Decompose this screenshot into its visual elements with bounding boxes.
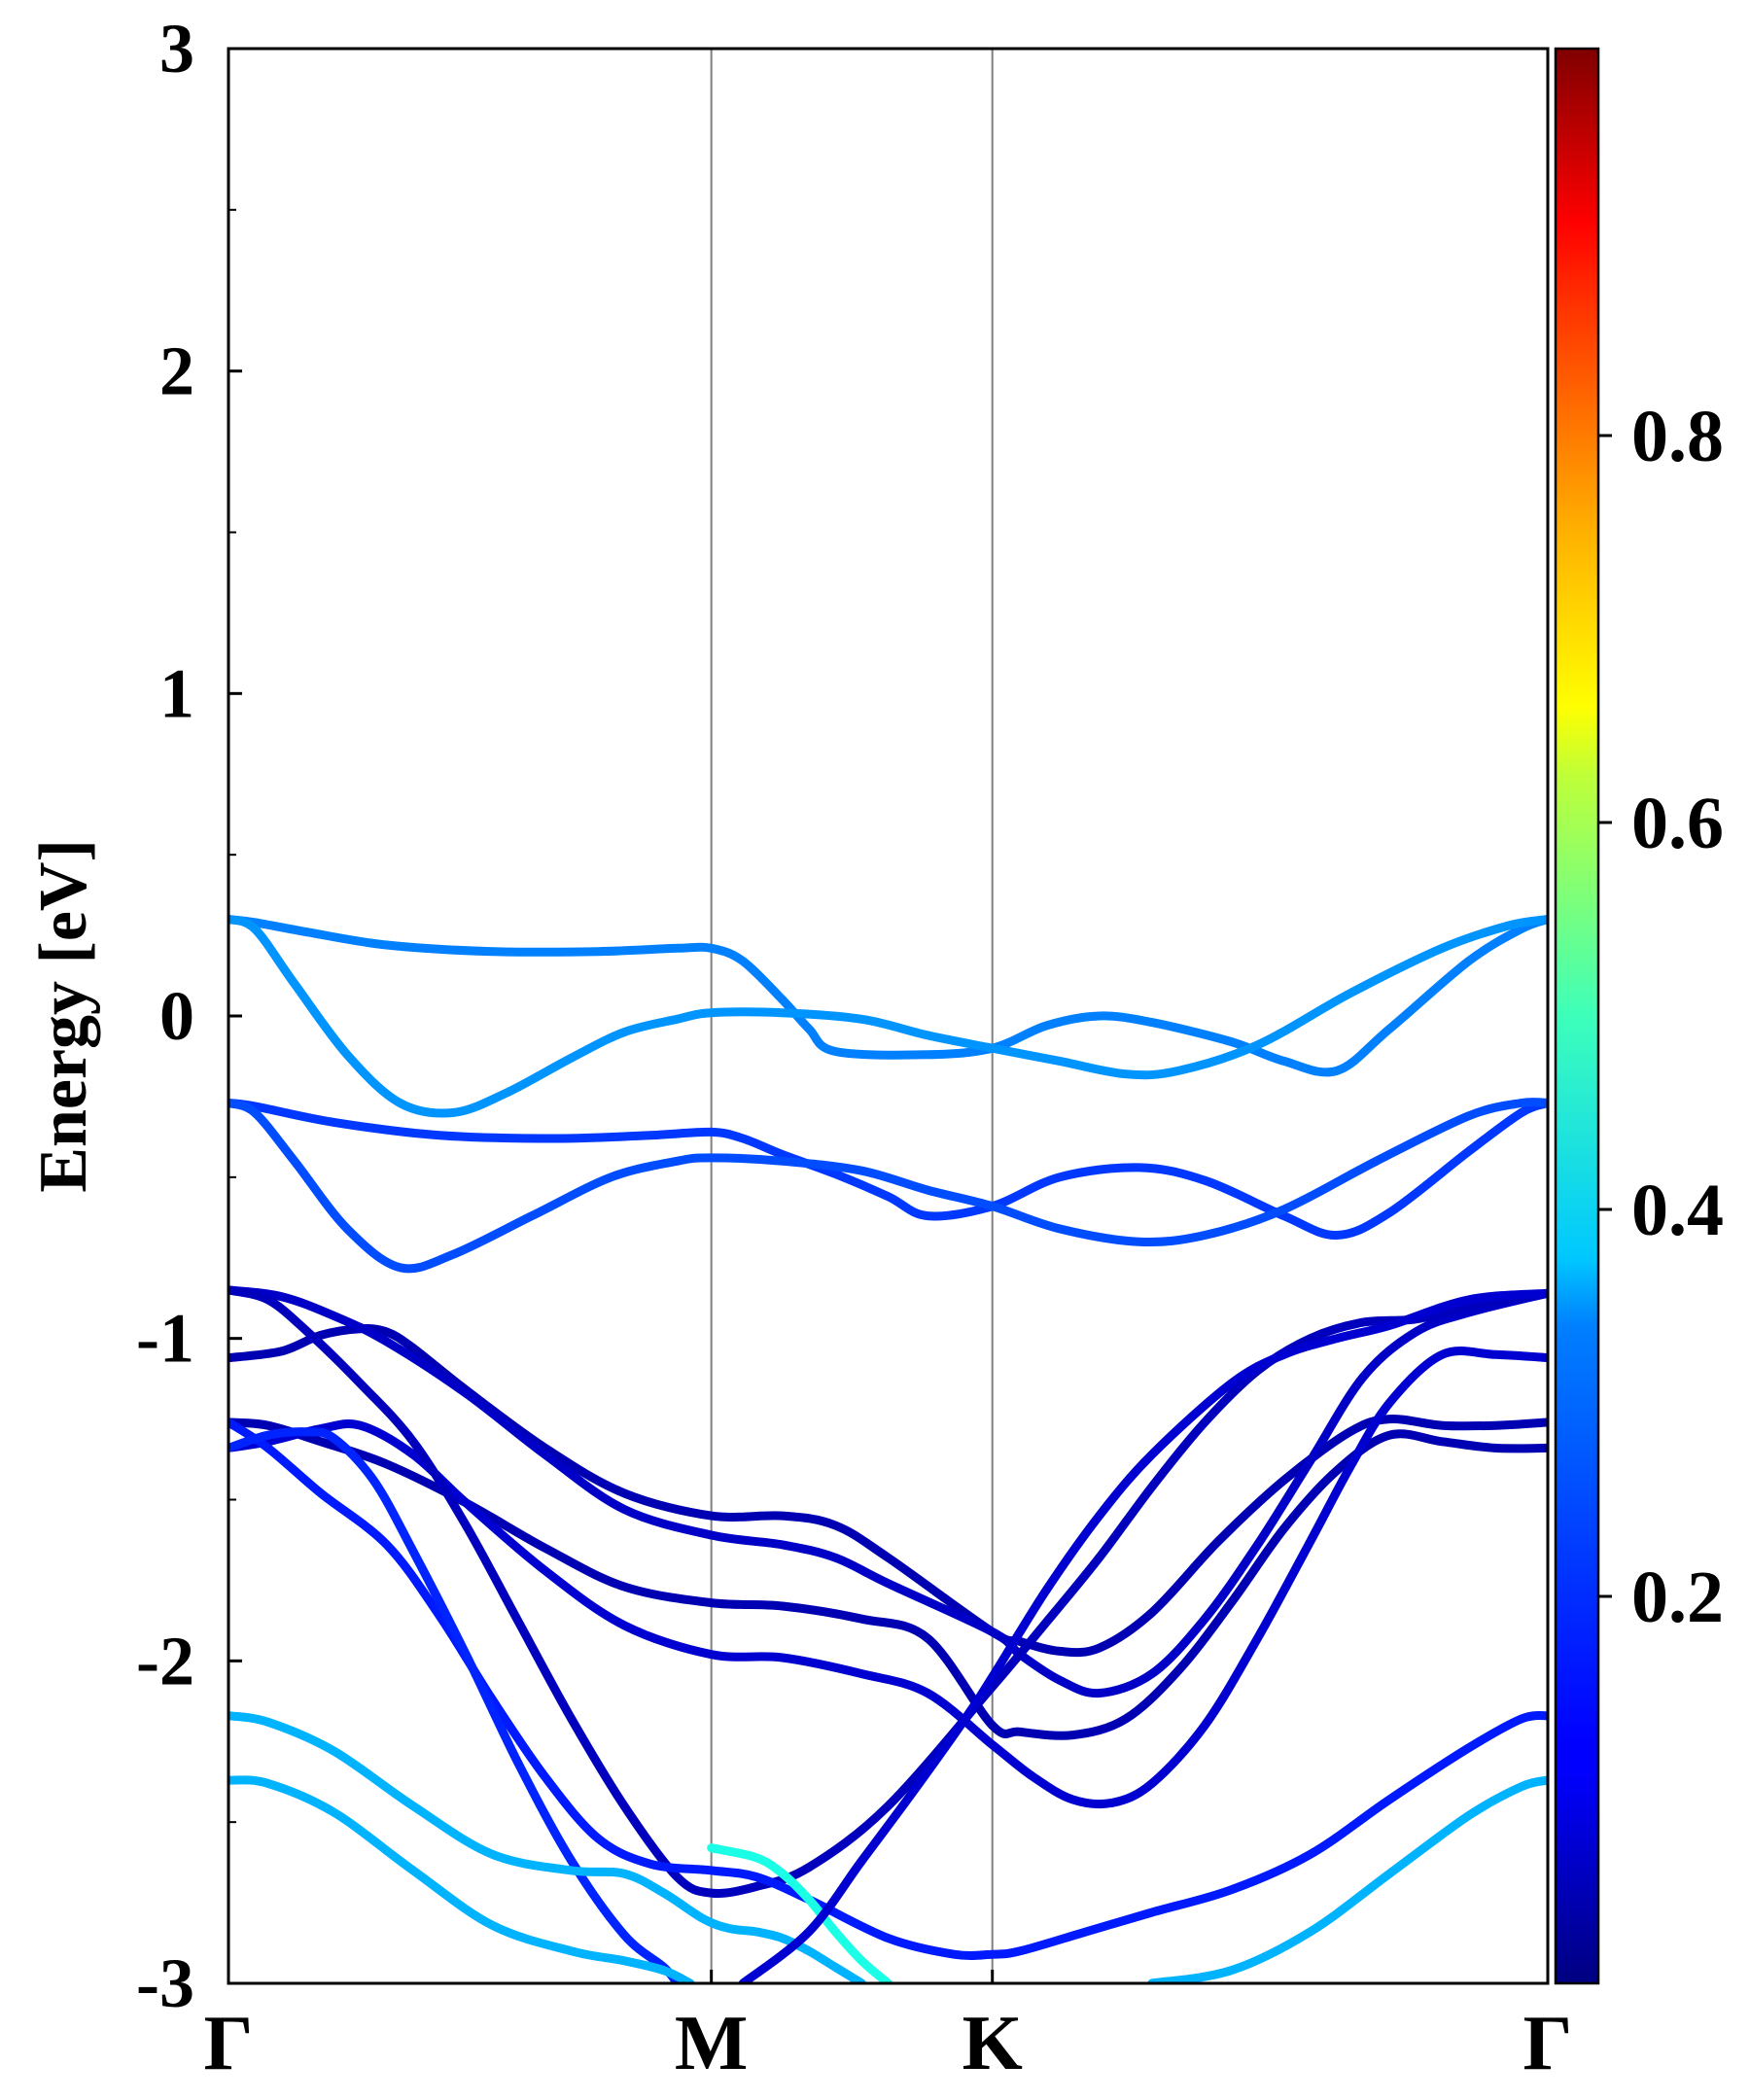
y-axis-label: Energy [eV] [26, 839, 101, 1193]
colorbar-ticks: 0.2 0.4 0.6 0.8 [1598, 396, 1724, 1638]
band-line-14 [707, 1843, 892, 1983]
band-line-2 [228, 915, 1548, 1118]
y-tick-label: 2 [159, 332, 194, 410]
plot-area: -3 -2 -1 0 1 2 3 Γ M K Γ [136, 10, 1572, 2086]
y-tick-label: 3 [159, 10, 194, 88]
band-line-11 [228, 1427, 682, 1983]
plot-background [228, 49, 1548, 1983]
x-tick-label: M [675, 2001, 749, 2086]
colorbar-tick-label: 0.6 [1631, 783, 1724, 864]
colorbar-tick-label: 0.2 [1631, 1557, 1724, 1638]
y-tick-label: -1 [136, 1300, 194, 1378]
colorbar-tick-label: 0.4 [1631, 1170, 1724, 1251]
x-tick-label: Γ [204, 2001, 254, 2086]
x-tick-label: Γ [1523, 2001, 1573, 2086]
y-tick-label: 0 [159, 977, 194, 1055]
colorbar: 0.2 0.4 0.6 0.8 [1554, 47, 1724, 1985]
bands-group [228, 915, 1548, 1983]
band-line-1 [228, 915, 1548, 1077]
band-line-3 [228, 1099, 1548, 1240]
y-tick-label: 1 [159, 654, 194, 732]
band-line-16 [1147, 1775, 1548, 1983]
y-axis-ticks: -3 -2 -1 0 1 2 3 [136, 10, 242, 2022]
y-tick-label: -2 [136, 1622, 194, 1699]
band-line-4 [228, 1098, 1548, 1274]
colorbar-gradient [1554, 47, 1600, 1985]
band-line-6 [228, 1285, 1548, 1698]
x-tick-label: K [962, 2001, 1023, 2086]
band-line-15 [738, 1288, 1548, 1983]
band-line-5 [228, 1324, 1548, 1658]
y-tick-label: -3 [136, 1944, 194, 2022]
band-line-10 [228, 1418, 1548, 1961]
colorbar-tick-label: 0.8 [1631, 396, 1724, 477]
band-line-13 [228, 1775, 695, 1983]
